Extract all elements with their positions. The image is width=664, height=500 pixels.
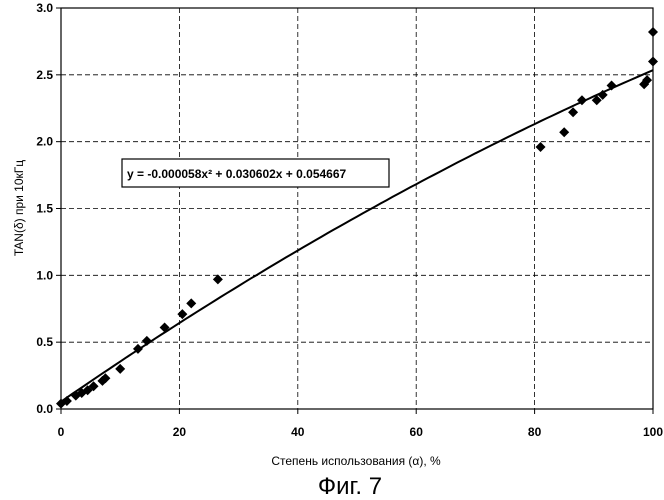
y-axis-title: TAN(δ) при 10кГц <box>12 160 26 256</box>
data-point <box>177 309 187 319</box>
y-tick-label: 1.5 <box>36 202 53 216</box>
data-point <box>115 364 125 374</box>
y-tick-label: 2.5 <box>36 68 53 82</box>
x-tick-label: 0 <box>58 425 65 439</box>
data-point <box>213 274 223 284</box>
x-tick-label: 20 <box>173 425 187 439</box>
grid <box>61 8 653 409</box>
y-tick-label: 0.5 <box>36 335 53 349</box>
data-point <box>648 27 658 37</box>
data-point <box>186 298 196 308</box>
data-point <box>648 56 658 66</box>
equation-label: y = -0.000058x² + 0.030602x + 0.054667 <box>127 167 347 181</box>
x-tick-label: 80 <box>528 425 542 439</box>
equation-box: y = -0.000058x² + 0.030602x + 0.054667 <box>122 159 389 187</box>
y-tick-label: 2.0 <box>36 135 53 149</box>
data-point <box>536 142 546 152</box>
trendline <box>61 70 653 402</box>
x-axis-title: Степень использования (α), % <box>271 454 441 468</box>
y-tick-label: 0.0 <box>36 402 53 416</box>
x-tick-label: 40 <box>291 425 305 439</box>
data-points <box>56 27 658 409</box>
y-tick-label: 3.0 <box>36 1 53 15</box>
x-tick-label: 100 <box>643 425 663 439</box>
data-point <box>568 107 578 117</box>
x-tick-label: 60 <box>410 425 424 439</box>
y-tick-label: 1.0 <box>36 268 53 282</box>
data-point <box>559 127 569 137</box>
figure-caption: Фиг. 7 <box>318 473 382 500</box>
